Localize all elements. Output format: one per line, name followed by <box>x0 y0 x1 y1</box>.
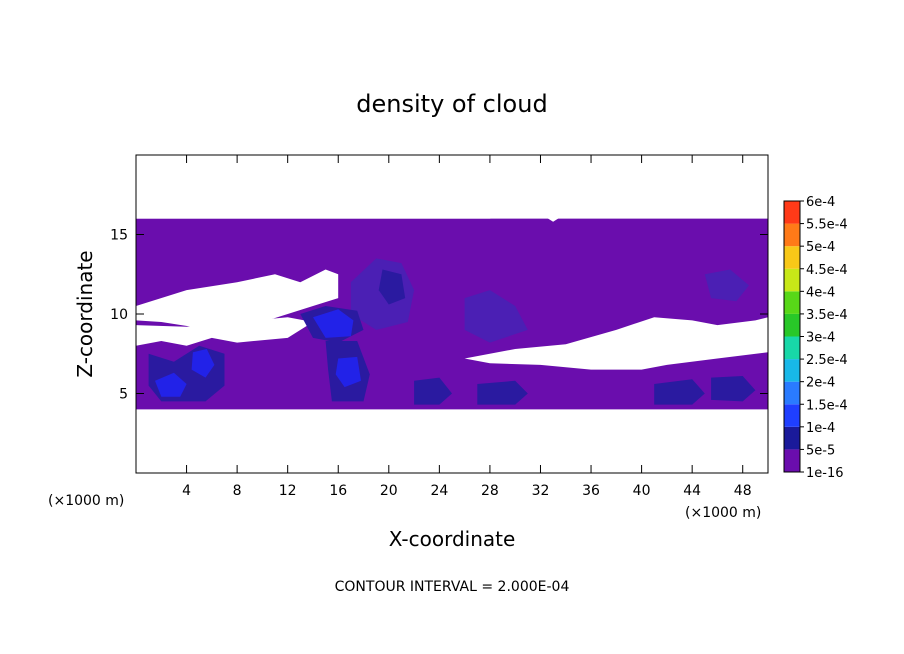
contour-region-14 <box>654 379 705 405</box>
contour-region-6 <box>464 290 528 343</box>
x-tick-label: 32 <box>532 483 550 499</box>
colorbar-label: 1.5e-4 <box>806 398 848 413</box>
y-axis: 5 10 15 <box>110 228 768 403</box>
colorbar-swatch <box>784 404 800 427</box>
x-tick-label: 16 <box>329 483 347 499</box>
colorbar-swatch <box>784 449 800 472</box>
x-tick-label: 8 <box>233 483 242 499</box>
colorbar-swatch <box>784 336 800 360</box>
colorbar-label: 4e-4 <box>806 285 835 300</box>
x-tick-label: 28 <box>481 483 499 499</box>
x-unit-left: (×1000 m) <box>48 493 124 509</box>
y-axis-title: Z-coordinate <box>73 250 97 377</box>
contour-interval-label: CONTOUR INTERVAL = 2.000E-04 <box>335 579 570 595</box>
colorbar: 1e-16 5e-5 1e-4 1.5e-4 2e-4 2.5e-4 3e-4 3.5e-4 4… <box>783 195 848 481</box>
colorbar-swatch <box>784 223 800 247</box>
contour-fill-layer <box>136 155 768 410</box>
colorbar-swatch <box>784 359 800 382</box>
colorbar-label: 4.5e-4 <box>806 263 848 278</box>
colorbar-label: 1e-4 <box>806 421 835 436</box>
contour-region-12 <box>414 377 452 405</box>
chart-title: density of cloud <box>356 90 547 118</box>
colorbar-label: 6e-4 <box>806 195 835 210</box>
y-tick-label: 10 <box>110 307 128 323</box>
colorbar-swatch <box>784 291 800 314</box>
y-tick-label: 5 <box>119 387 128 403</box>
x-tick-label: 48 <box>734 483 752 499</box>
colorbar-swatch <box>784 381 800 405</box>
y-tick-label: 15 <box>110 228 128 244</box>
colorbar-swatch <box>784 201 800 224</box>
x-tick-label: 4 <box>182 483 191 499</box>
colorbar-label: 5e-4 <box>806 240 835 255</box>
x-unit-right: (×1000 m) <box>685 505 761 521</box>
colorbar-label: 2e-4 <box>806 376 835 391</box>
x-tick-label: 40 <box>633 483 651 499</box>
contour-region-17 <box>155 372 187 397</box>
x-tick-label: 20 <box>380 483 398 499</box>
contour-region-15 <box>711 376 756 402</box>
contour-region-18 <box>191 349 215 378</box>
x-axis-title: X-coordinate <box>389 527 516 551</box>
colorbar-swatch <box>784 268 800 292</box>
colorbar-label: 1e-16 <box>806 466 844 481</box>
contour-region-19 <box>335 356 361 388</box>
contour-region-8 <box>378 269 406 305</box>
contour-region-3 <box>464 317 768 370</box>
colorbar-label: 3.5e-4 <box>806 308 848 323</box>
colorbar-label: 2.5e-4 <box>806 353 848 368</box>
colorbar-label: 3e-4 <box>806 331 835 346</box>
x-tick-label: 36 <box>582 483 600 499</box>
x-tick-label: 24 <box>430 483 448 499</box>
contour-region-13 <box>477 380 528 405</box>
colorbar-label: 5.5e-4 <box>806 218 848 233</box>
colorbar-swatch <box>784 246 800 269</box>
x-axis: 4 8 12 16 20 24 28 32 36 40 44 48 <box>182 155 752 499</box>
x-tick-label: 12 <box>279 483 297 499</box>
colorbar-swatch <box>784 313 800 337</box>
contour-region-16 <box>313 309 354 338</box>
contour-region-2 <box>136 317 313 346</box>
contour-region-7 <box>704 269 749 302</box>
contour-region-4 <box>136 155 768 222</box>
colorbar-label: 5e-5 <box>806 443 835 458</box>
x-tick-label: 44 <box>683 483 701 499</box>
colorbar-swatch <box>784 426 800 450</box>
contour-region-1 <box>136 269 339 330</box>
